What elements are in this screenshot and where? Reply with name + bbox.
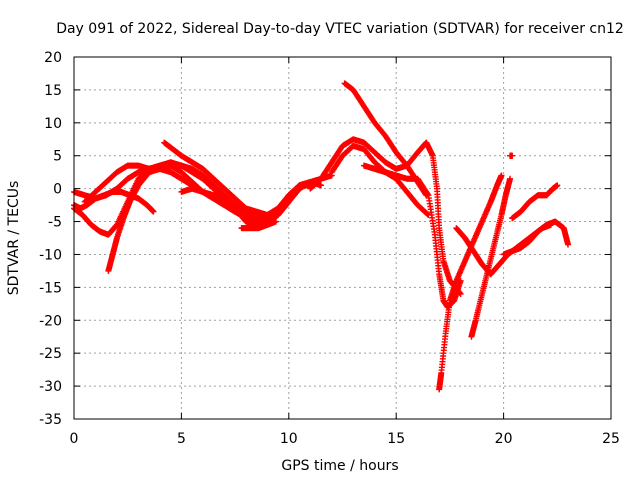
y-axis-label: SDTVAR / TECUs	[6, 181, 22, 296]
data-series-track-12	[360, 162, 432, 218]
axis-ticks	[73, 56, 612, 420]
y-tick-label: -25	[39, 346, 62, 362]
tick-labels: 0 5 10 15 20 25 -35 -30 -25 -20 -15 -10 -5 0 5 10 15 20	[39, 50, 620, 447]
x-axis-label: GPS time / hours	[281, 458, 398, 474]
x-tick-label: 10	[280, 431, 298, 447]
chart-title: Day 091 of 2022, Sidereal Day-to-day VTE…	[56, 21, 624, 37]
x-tick-label: 15	[387, 431, 405, 447]
plot-frame	[73, 56, 612, 420]
y-tick-label: 20	[44, 50, 62, 66]
data-point	[554, 182, 561, 189]
x-tick-label: 20	[495, 431, 513, 447]
data-point	[565, 241, 572, 248]
data-series-track-8	[238, 218, 279, 232]
data-series-track-7	[178, 179, 314, 228]
data-series-track-16	[500, 218, 572, 258]
data-point	[509, 152, 516, 159]
data-series-track-18	[507, 152, 516, 159]
y-tick-label: 15	[44, 83, 62, 99]
data-points	[71, 80, 572, 393]
data-series-track-13	[436, 172, 505, 393]
y-tick-label: 5	[53, 149, 62, 165]
y-tick-label: -15	[39, 280, 62, 296]
y-tick-label: -35	[39, 412, 62, 428]
x-tick-label: 25	[602, 431, 620, 447]
x-tick-label: 0	[70, 431, 79, 447]
data-point	[498, 172, 505, 179]
x-tick-label: 5	[177, 431, 186, 447]
data-point	[150, 208, 157, 215]
y-tick-label: -5	[48, 215, 62, 231]
data-series-track-17	[509, 182, 561, 222]
data-series-track-9	[307, 136, 464, 297]
y-tick-label: -10	[39, 247, 62, 263]
data-point	[307, 179, 314, 186]
data-point	[507, 175, 514, 182]
data-series-track-11	[341, 80, 430, 199]
data-point	[423, 192, 430, 199]
data-point	[425, 211, 432, 218]
data-series-track-5	[71, 188, 157, 215]
data-point	[272, 218, 279, 225]
data-point	[424, 211, 431, 218]
data-point	[318, 182, 325, 189]
y-tick-label: -20	[39, 313, 62, 329]
y-tick-label: 10	[44, 116, 62, 132]
y-tick-label: -30	[39, 379, 62, 395]
grid-lines	[74, 57, 611, 419]
y-tick-label: 0	[53, 182, 62, 198]
